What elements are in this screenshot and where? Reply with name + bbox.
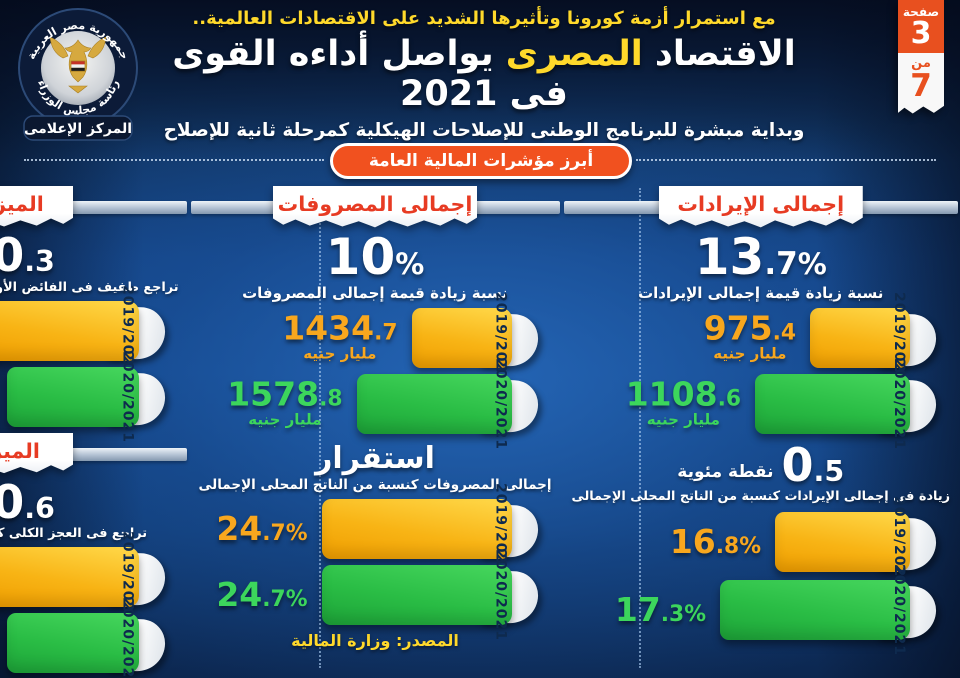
stat-number: 13.7% (694, 228, 827, 286)
columns-grid: إجمالى الإيرادات 13.7% نسبة زيادة قيمة إ… (0, 184, 958, 678)
bar-value-label: 24.7% (216, 574, 308, 614)
logo-banner-text: المركز الإعلامى (24, 121, 132, 137)
page-tab-total: من 7 (898, 53, 944, 114)
column-divider (639, 188, 641, 668)
headline-line1: مع استمرار أزمة كورونا وتأثيرها الشديد ع… (192, 8, 776, 29)
bar-year-label: 2020/2021 (119, 597, 136, 678)
bar-value-label: 1434.7 مليار جنيه (282, 308, 398, 363)
section-header-label: إجمالى المصروفات (273, 186, 477, 228)
bar-row-2020-2021: 2020/2021 1578.8 مليار جنيه (199, 357, 552, 450)
bar-green: 2020/2021 (755, 357, 910, 450)
government-emblem-logo: جمهورية مصر العربية رئاسة مجلس الوزراء ا… (14, 4, 142, 144)
bar-green: 2020/2021 (6, 597, 139, 678)
column-expenditures: إجمالى المصروفات 10% نسبة زيادة قيمة إجم… (190, 184, 560, 678)
bar-year-label: 2020/2021 (891, 564, 907, 657)
column-divider (319, 188, 321, 668)
stat-number: 0.3 (0, 228, 55, 282)
bar-value-label: 16.8% (669, 522, 761, 562)
bar-orange: 2019/2020 (411, 291, 512, 384)
bar-value-label: 975.4 مليار جنيه (703, 308, 796, 363)
bar-year-label: 2019/2020 (492, 291, 509, 384)
bar-row-2019-2020: 2019/2020 1434.7 مليار جنيه (199, 291, 552, 384)
headline-line2: الاقتصاد المصرى يواصل أداءه القوى فى 202… (172, 34, 796, 115)
bar-value-label: 1578.8 مليار جنيه (227, 374, 343, 429)
bar-year-label: 2019/2020 (891, 496, 907, 589)
page-word: صفحة (902, 5, 940, 19)
stat-unit: نقطة مئوية (677, 462, 774, 483)
bar-value-label: 24.7% (216, 508, 308, 548)
bar-green: 2020/2021 (321, 548, 512, 641)
bar-green: 2020/2021 (720, 564, 910, 656)
bar-row-2020-2021: 2020/2021 1108.6 مليار جنيه (572, 357, 951, 450)
section-header-row: إجمالى المصروفات (190, 186, 560, 232)
total-pages: 7 (910, 68, 932, 104)
section-stat: 13.7% (572, 228, 951, 286)
bar-value-label: 17.3% (614, 590, 706, 630)
section-header-label: إجمالى الإيرادات (658, 186, 863, 228)
section-pill-row: أبرز مؤشرات المالية العامة (0, 142, 960, 180)
section-caption: نسبة زيادة قيمة إجمالى الإيرادات (638, 283, 884, 302)
bar-row-2019-2020: 2019/2020 24.7% (199, 482, 552, 575)
bar-year-label: 2020/2021 (119, 350, 136, 443)
source-label: المصدر: (396, 630, 459, 650)
stability-title: استقرار (315, 440, 435, 476)
stat-number: 0.6 (0, 474, 55, 529)
section-pill: أبرز مؤشرات المالية العامة (330, 143, 632, 179)
bar-row-2020-2021: 2020/2021 7.4% (0, 597, 179, 678)
page-number-tab: صفحة 3 من 7 (898, 0, 944, 116)
bar-year-label: 2020/2021 (492, 357, 509, 450)
section-header-row: الميزان الأولى (0, 186, 187, 232)
of-word: من (911, 56, 931, 71)
headline-highlight: المصرى (505, 34, 643, 74)
bar-row-2020-2021: 2020/2021 17.3% (572, 564, 951, 656)
bar-value-label: 1108.6 مليار جنيه (625, 374, 741, 429)
bar-year-label: 2020/2021 (891, 357, 907, 450)
section-caption: تراجع فى العجز الكلى كنسبة من الناتج الم… (0, 526, 148, 542)
source-line: المصدر: وزارة المالية (199, 631, 552, 650)
section-header-label: الميزان الكلى (0, 432, 74, 475)
page-number: 3 (910, 16, 932, 51)
government-emblem-icon: جمهورية مصر العربية رئاسة مجلس الوزراء ا… (18, 8, 138, 141)
section-header-row: الميزان الكلى (0, 432, 187, 479)
bar-orange: 2019/2020 (321, 482, 512, 575)
section-header-label: الميزان الأولى (0, 186, 74, 228)
bar-green: 2020/2021 (6, 351, 139, 443)
bar-year-label: 2020/2021 (492, 548, 509, 641)
section-header-row: إجمالى الإيرادات (563, 186, 958, 232)
column-balances: الميزان الأولى 0.3 نقطة مئوية تراجع طفيف… (0, 184, 187, 678)
bar-row-2019-2020: 2019/2020 16.8% (572, 496, 951, 588)
dotted-line-left (24, 159, 324, 161)
section-caption: إجمالى المصروفات كنسبة من الناتج المحلى … (198, 476, 552, 493)
bar-year-label: 2019/2020 (492, 482, 509, 575)
headline-block: مع استمرار أزمة كورونا وتأثيرها الشديد ع… (148, 8, 820, 162)
bar-orange: 2019/2020 (810, 291, 910, 384)
bar-orange: 2019/2020 (775, 496, 910, 588)
bar-year-label: 2019/2020 (119, 284, 136, 377)
bar-year-label: 2019/2020 (891, 291, 907, 384)
stat-number: 10% (325, 228, 425, 286)
bar-row-2020-2021: 2020/2021 1.5% (0, 351, 179, 443)
bar-row-2019-2020: 2019/2020 8% (0, 531, 179, 623)
stat-number: 0.5 (781, 437, 845, 492)
flag-stripes (70, 60, 86, 72)
section-caption: نسبة زيادة قيمة إجمالى المصروفات (242, 283, 508, 302)
section-caption: زيادة فى إجمالى الإيرادات كنسبة من النات… (571, 489, 951, 505)
page-tab-current: صفحة 3 (898, 0, 944, 53)
bar-orange: 2019/2020 (0, 531, 139, 623)
bar-row-2020-2021: 2020/2021 24.7% (199, 548, 552, 641)
section-stat: 0.3 نقطة مئوية (0, 228, 179, 282)
section-caption: تراجع طفيف فى الفائض الأولى كنسبة من الن… (0, 279, 179, 295)
source-value: وزارة المالية (291, 630, 391, 650)
section-stat: 0.6 نقطة مئوية (0, 474, 179, 529)
bar-row-2019-2020: 2019/2020 975.4 مليار جنيه (572, 291, 951, 384)
column-revenues: إجمالى الإيرادات 13.7% نسبة زيادة قيمة إ… (563, 184, 958, 678)
dotted-line-right (636, 159, 936, 161)
section-stat: 0.5 نقطة مئوية (572, 437, 951, 492)
bar-green: 2020/2021 (356, 357, 512, 450)
section-stat: 10% (199, 228, 552, 286)
bar-row-2019-2020: 2019/2020 1.8% (0, 285, 179, 377)
bar-year-label: 2019/2020 (119, 531, 136, 624)
bar-orange: 2019/2020 (0, 285, 139, 377)
